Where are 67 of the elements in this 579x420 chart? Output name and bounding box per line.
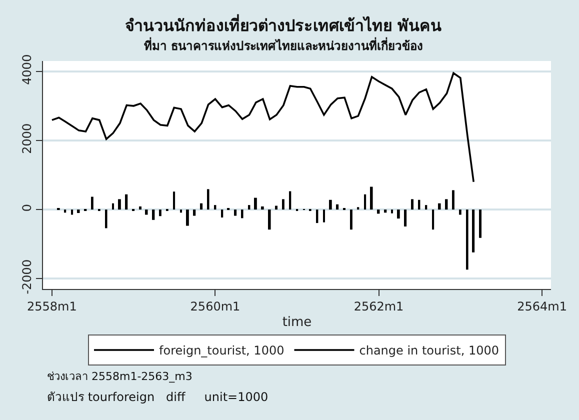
bar — [364, 194, 366, 210]
text: ช่วงเวลา 2558m1-2563_m3 — [47, 370, 192, 383]
bar — [173, 192, 176, 210]
legend-label: change in tourist, 1000 — [359, 344, 500, 358]
x-tick-label: 2564m1 — [517, 299, 567, 314]
bar — [261, 206, 264, 210]
y-tick-label: 2000 — [20, 123, 34, 154]
bar — [112, 203, 114, 210]
bar — [77, 210, 80, 213]
bar — [432, 210, 434, 230]
bar — [329, 200, 332, 210]
bar — [64, 210, 66, 213]
bar — [118, 199, 121, 210]
bar — [438, 203, 441, 210]
bar — [159, 210, 162, 216]
bar — [459, 210, 462, 215]
bar — [241, 210, 244, 218]
bar — [370, 186, 373, 210]
bar — [384, 210, 387, 213]
bar — [207, 189, 210, 210]
bar — [391, 210, 393, 214]
bar — [323, 210, 325, 222]
line-series — [51, 72, 474, 183]
y-tick-label: 0 — [20, 204, 34, 212]
bar — [71, 210, 74, 215]
bar — [289, 191, 292, 210]
bar — [254, 198, 257, 210]
legend-label: foreign_tourist, 1000 — [159, 344, 284, 358]
bar — [479, 210, 482, 238]
bar — [425, 205, 428, 210]
bar — [466, 210, 468, 270]
bar — [316, 210, 318, 224]
bar — [91, 196, 94, 210]
x-tick-label: 2562m1 — [354, 299, 404, 314]
bar — [275, 206, 278, 210]
bar — [139, 206, 142, 210]
bar — [445, 199, 448, 210]
bar — [472, 210, 475, 252]
bar — [234, 210, 237, 216]
bar — [397, 210, 400, 219]
y-tick-label: -2000 — [20, 259, 34, 294]
bar — [282, 199, 284, 210]
bar — [145, 210, 148, 215]
chart-subtitle: ที่มา ธนาคารแห่งประเทศไทยและหน่วยงานที่เกี่ยวข้อง — [144, 37, 424, 53]
bar — [336, 204, 339, 210]
bar — [152, 210, 155, 220]
chart-title: จำนวนนักท่องเที่ยวต่างประเทศเข้าไทย พันคน — [125, 14, 442, 35]
bar — [200, 203, 203, 210]
bar — [193, 210, 196, 216]
x-tick-label: 2560m1 — [190, 299, 240, 314]
bar — [105, 210, 108, 228]
text: ตัวแปร tourforeign diff unit=1000 — [47, 390, 268, 404]
bar — [186, 210, 189, 226]
bar — [248, 205, 250, 210]
bar — [404, 210, 407, 226]
bar — [350, 210, 352, 230]
x-axis-title: time — [282, 315, 312, 330]
bar — [180, 210, 182, 213]
bar — [214, 205, 216, 210]
y-tick-label: 4000 — [20, 54, 34, 85]
bar — [411, 199, 414, 210]
bar — [357, 207, 360, 210]
x-tick-label: 2558m1 — [27, 299, 77, 314]
bar — [125, 194, 128, 210]
bar — [452, 190, 454, 210]
bar — [268, 210, 271, 230]
bar — [221, 210, 224, 218]
